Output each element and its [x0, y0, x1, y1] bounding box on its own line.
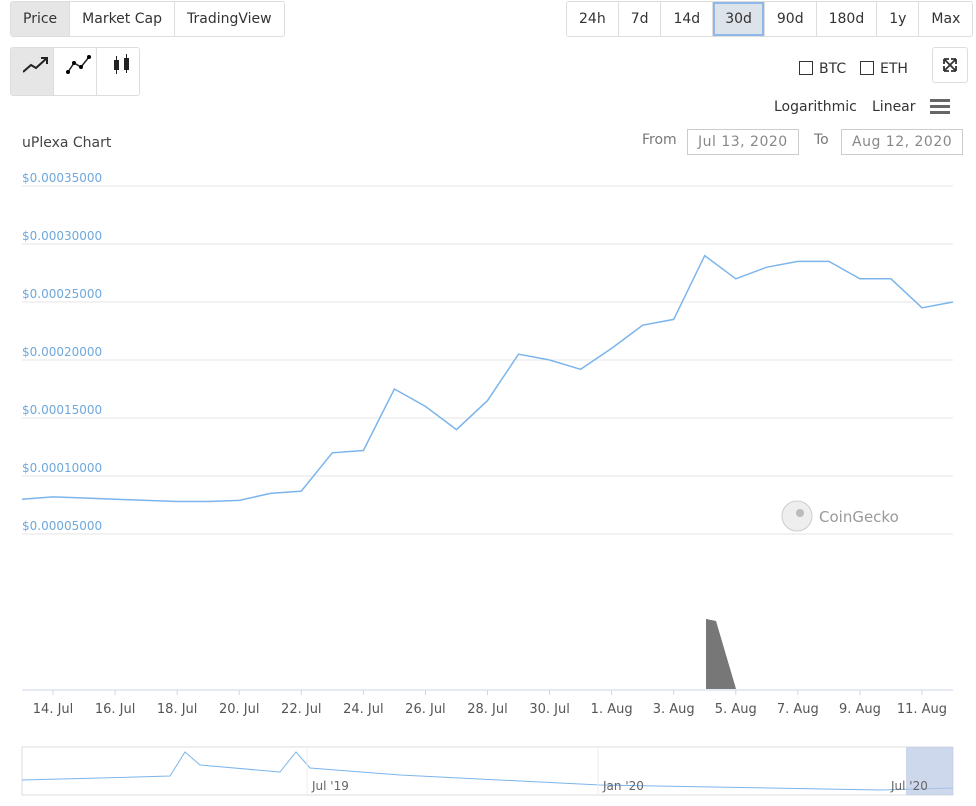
y-tick-label: $0.00035000: [22, 171, 102, 185]
x-tick-label: 26. Jul: [405, 702, 446, 717]
tab[interactable]: Market Cap: [69, 2, 174, 36]
chart-style: [10, 47, 140, 96]
x-tick-label: 20. Jul: [219, 702, 260, 717]
scale-log[interactable]: Logarithmic: [774, 99, 857, 115]
watermark-text: CoinGecko: [819, 508, 899, 526]
y-tick-label: $0.00005000: [22, 519, 102, 533]
range[interactable]: 180d: [815, 2, 877, 36]
x-tick-label: 7. Aug: [777, 702, 819, 717]
range[interactable]: 24h: [567, 2, 618, 36]
x-tick-label: 30. Jul: [529, 702, 570, 717]
scale-linear[interactable]: Linear: [872, 99, 916, 115]
eth-check[interactable]: ETH: [860, 61, 908, 77]
x-tick-label: 9. Aug: [839, 702, 881, 717]
to-label: To: [814, 132, 829, 148]
y-tick-label: $0.00010000: [22, 461, 102, 475]
range[interactable]: 14d: [660, 2, 713, 36]
y-tick-label: $0.00020000: [22, 345, 102, 359]
y-tick-label: $0.00030000: [22, 229, 102, 243]
x-tick-label: 1. Aug: [591, 702, 633, 717]
navigator-mask[interactable]: [906, 747, 953, 795]
x-tick-label: 16. Jul: [95, 702, 136, 717]
y-tick-label: $0.00015000: [22, 403, 102, 417]
from-input[interactable]: Jul 13, 2020: [687, 129, 799, 155]
x-tick-label: 18. Jul: [157, 702, 198, 717]
fullscreen[interactable]: [932, 47, 968, 83]
x-tick-label: 3. Aug: [653, 702, 695, 717]
tab[interactable]: TradingView: [173, 2, 284, 36]
x-tick-label: 22. Jul: [281, 702, 322, 717]
menu[interactable]: [930, 98, 952, 116]
navigator-label: Jul '19: [311, 779, 349, 793]
navigator-label: Jan '20: [602, 779, 644, 793]
from-label: From: [642, 132, 677, 148]
y-tick-label: $0.00025000: [22, 287, 102, 301]
x-tick-label: 11. Aug: [897, 702, 947, 717]
navigator: [21, 746, 954, 796]
tab[interactable]: Price: [11, 2, 70, 36]
btc-check[interactable]: BTC: [799, 61, 846, 77]
navigator-label: Jul '20: [890, 779, 928, 793]
x-tick-label: 5. Aug: [715, 702, 757, 717]
to-input[interactable]: Aug 12, 2020: [841, 129, 964, 155]
points-btn[interactable]: [53, 48, 96, 95]
volume-spike: [706, 619, 736, 689]
x-tick-label: 14. Jul: [33, 702, 74, 717]
range[interactable]: 7d: [617, 2, 661, 36]
chart-title: uPlexa Chart: [22, 135, 112, 151]
watermark: CoinGecko: [781, 500, 899, 532]
line-btn[interactable]: [11, 48, 53, 95]
volume-shape: [22, 619, 953, 689]
ranges: 24h 7d 14d 30d 90d 180d 1y Max: [566, 1, 974, 37]
x-tick-label: 24. Jul: [343, 702, 384, 717]
price-line: [21, 254, 954, 503]
chart: CoinGecko Jul '19 Jan '20 Jul '20 $0.000…: [21, 171, 954, 796]
range[interactable]: Max: [918, 2, 973, 36]
range[interactable]: 90d: [763, 2, 816, 36]
range[interactable]: 30d: [712, 2, 764, 36]
label: ETH: [880, 61, 908, 77]
range[interactable]: 1y: [876, 2, 919, 36]
label: BTC: [819, 61, 847, 77]
candle-btn[interactable]: [96, 48, 139, 95]
navigator-line: [21, 751, 954, 791]
x-tick-label: 28. Jul: [467, 702, 508, 717]
tabs: Price Market Cap TradingView: [10, 1, 285, 37]
